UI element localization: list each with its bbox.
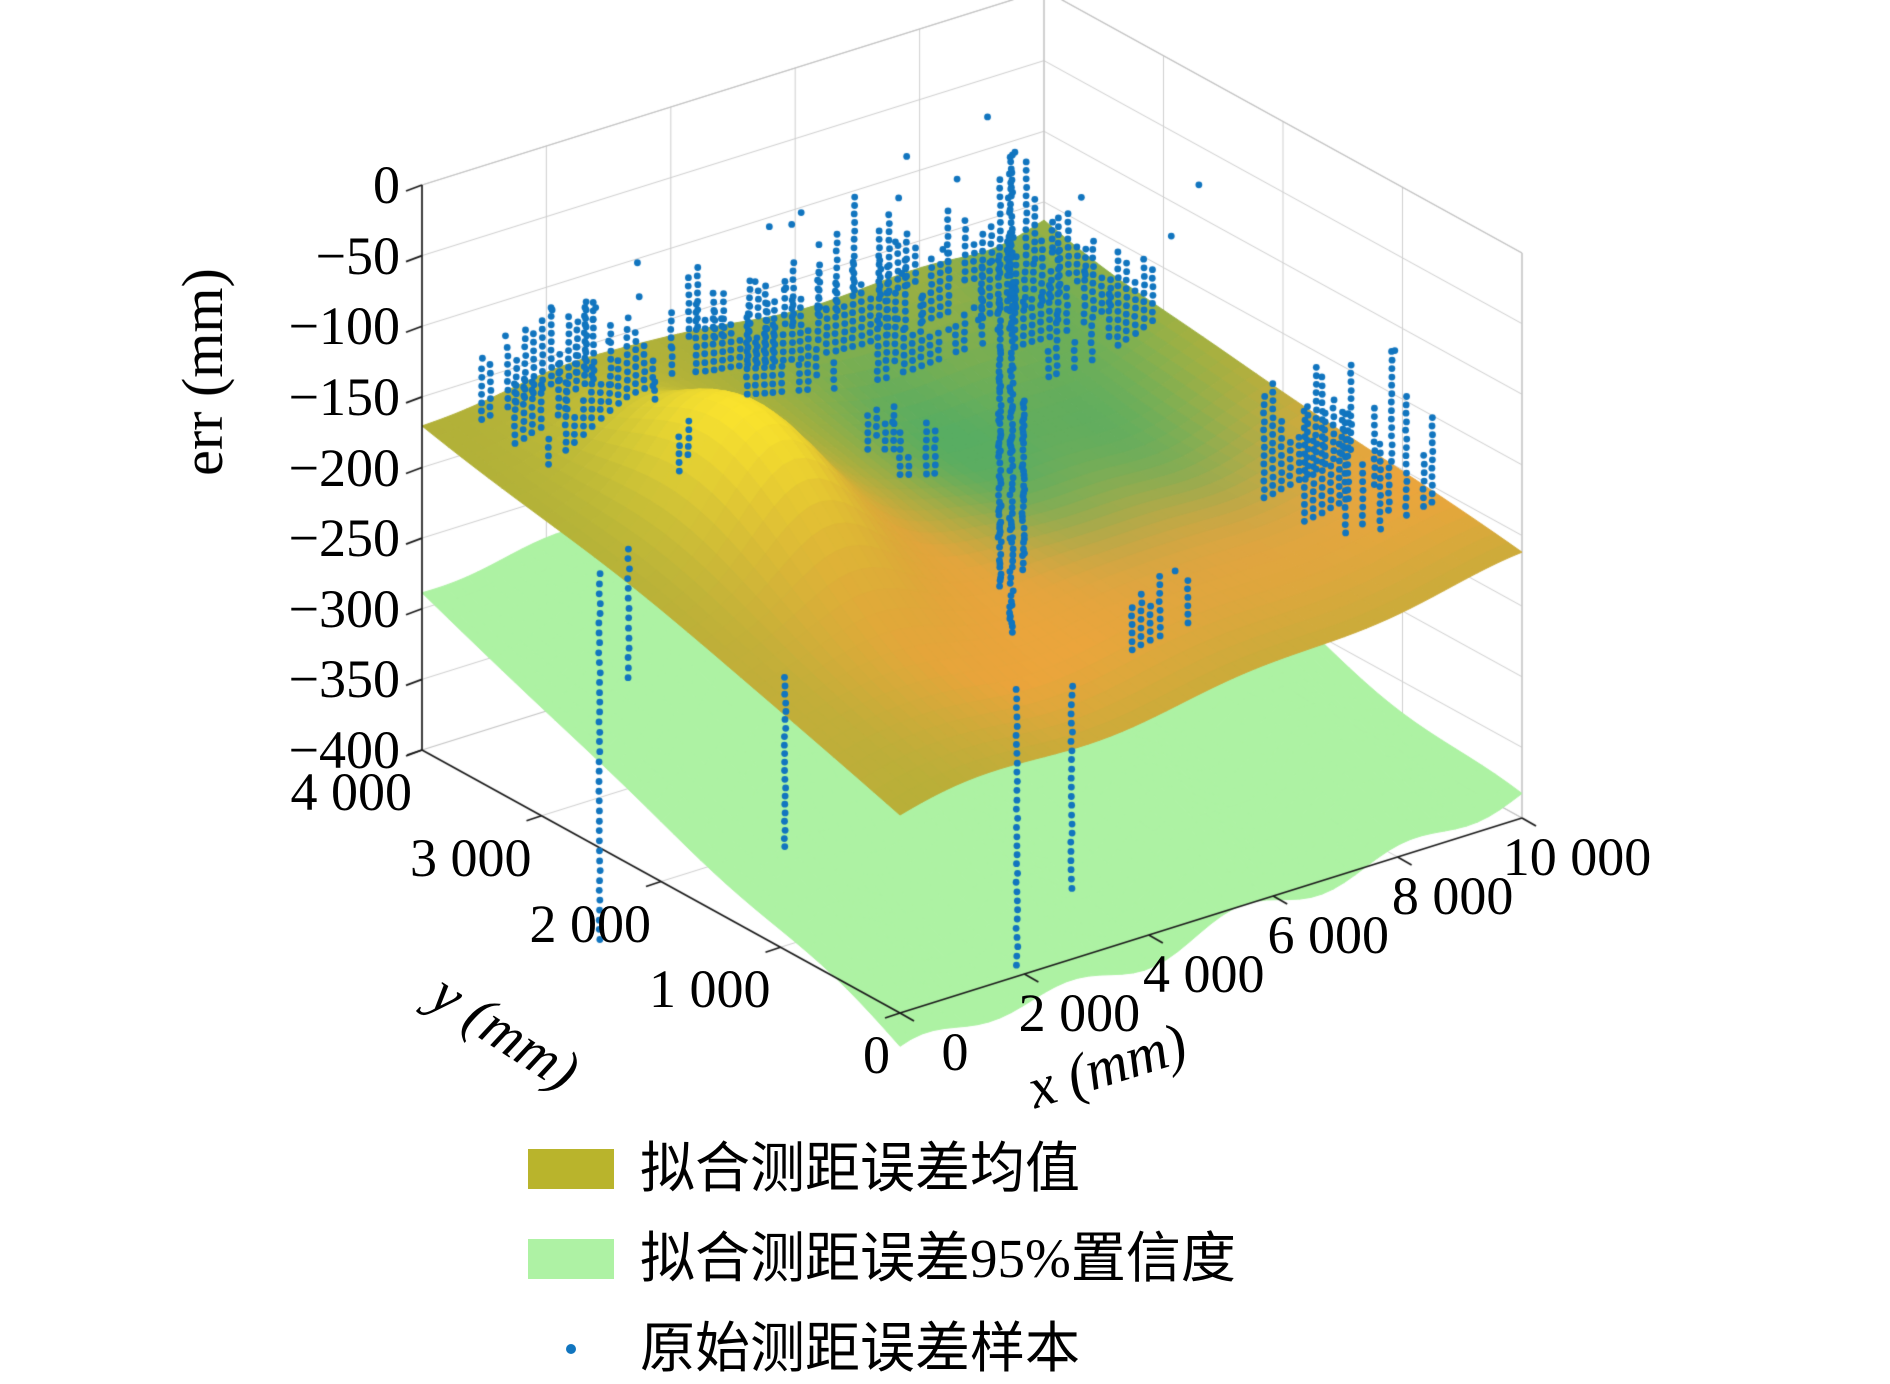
legend-item-confidence: 拟合测距误差95%置信度 (528, 1214, 1236, 1304)
z-tick-label: −200 (288, 437, 400, 498)
x-tick-label: 8 000 (1391, 866, 1514, 926)
y-tick-label: 2 000 (529, 893, 652, 954)
legend-swatch-confidence-surface (528, 1239, 614, 1279)
x-tick-label: 0 (941, 1022, 969, 1082)
z-tick-label: −100 (288, 296, 400, 357)
z-tick-label: −150 (288, 366, 400, 427)
x-tick-label: 6 000 (1267, 905, 1389, 965)
x-tick-label: 2 000 (1018, 983, 1141, 1043)
z-tick-label: −50 (315, 225, 400, 286)
legend-label-samples: 原始测距误差样本 (640, 1317, 1081, 1379)
y-tick-label: 3 000 (410, 827, 532, 888)
legend-marker-cell (528, 1344, 614, 1354)
z-tick-label: −400 (288, 720, 400, 780)
y-tick-label: 1 000 (649, 959, 771, 1020)
z-tick-label: −350 (288, 649, 400, 710)
z-tick-label: −300 (288, 578, 400, 639)
scatter-dot-icon (566, 1344, 576, 1354)
z-tick-label: 0 (373, 155, 400, 215)
legend-label-mean-surface: 拟合测距误差均值 (640, 1137, 1081, 1199)
y-tick-label: 0 (863, 1025, 890, 1085)
z-axis-label: err (mm) (170, 268, 235, 476)
y-tick-label: 4 000 (290, 762, 413, 822)
legend-item-samples: 原始测距误差样本 (528, 1304, 1236, 1384)
x-tick-label: 10 000 (1502, 827, 1652, 887)
legend-label-confidence-surface: 拟合测距误差95%置信度 (640, 1227, 1236, 1289)
legend-swatch-mean-surface (528, 1149, 614, 1189)
x-tick-label: 4 000 (1143, 944, 1265, 1004)
z-tick-label: −250 (288, 508, 400, 569)
legend-item-mean: 拟合测距误差均值 (528, 1124, 1236, 1214)
legend: 拟合测距误差均值 拟合测距误差95%置信度 原始测距误差样本 (528, 1124, 1236, 1384)
